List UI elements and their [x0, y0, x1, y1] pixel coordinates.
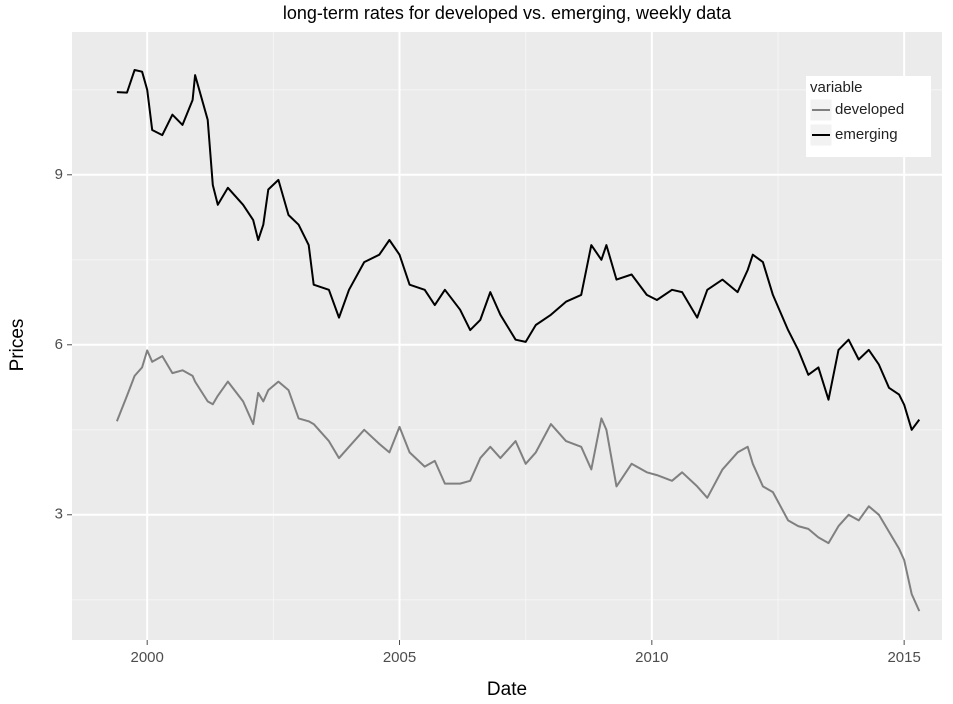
x-tick-label: 2010 — [635, 649, 668, 666]
x-tick-label: 2000 — [131, 649, 164, 666]
y-tick-label: 9 — [55, 166, 63, 183]
y-axis-title: Prices — [7, 319, 28, 372]
x-tick-label: 2015 — [887, 649, 920, 666]
y-tick-label: 6 — [55, 336, 63, 353]
legend-label: emerging — [835, 126, 898, 143]
data-line — [115, 349, 921, 612]
chart-title: long-term rates for developed vs. emergi… — [283, 3, 732, 23]
legend-title: variable — [810, 79, 863, 96]
x-tick-label: 2005 — [383, 649, 416, 666]
plot-panel — [72, 32, 942, 640]
y-tick-label: 3 — [55, 506, 63, 523]
legend-label: developed — [835, 101, 904, 118]
x-axis-title: Date — [487, 679, 527, 700]
data-line — [116, 69, 921, 431]
